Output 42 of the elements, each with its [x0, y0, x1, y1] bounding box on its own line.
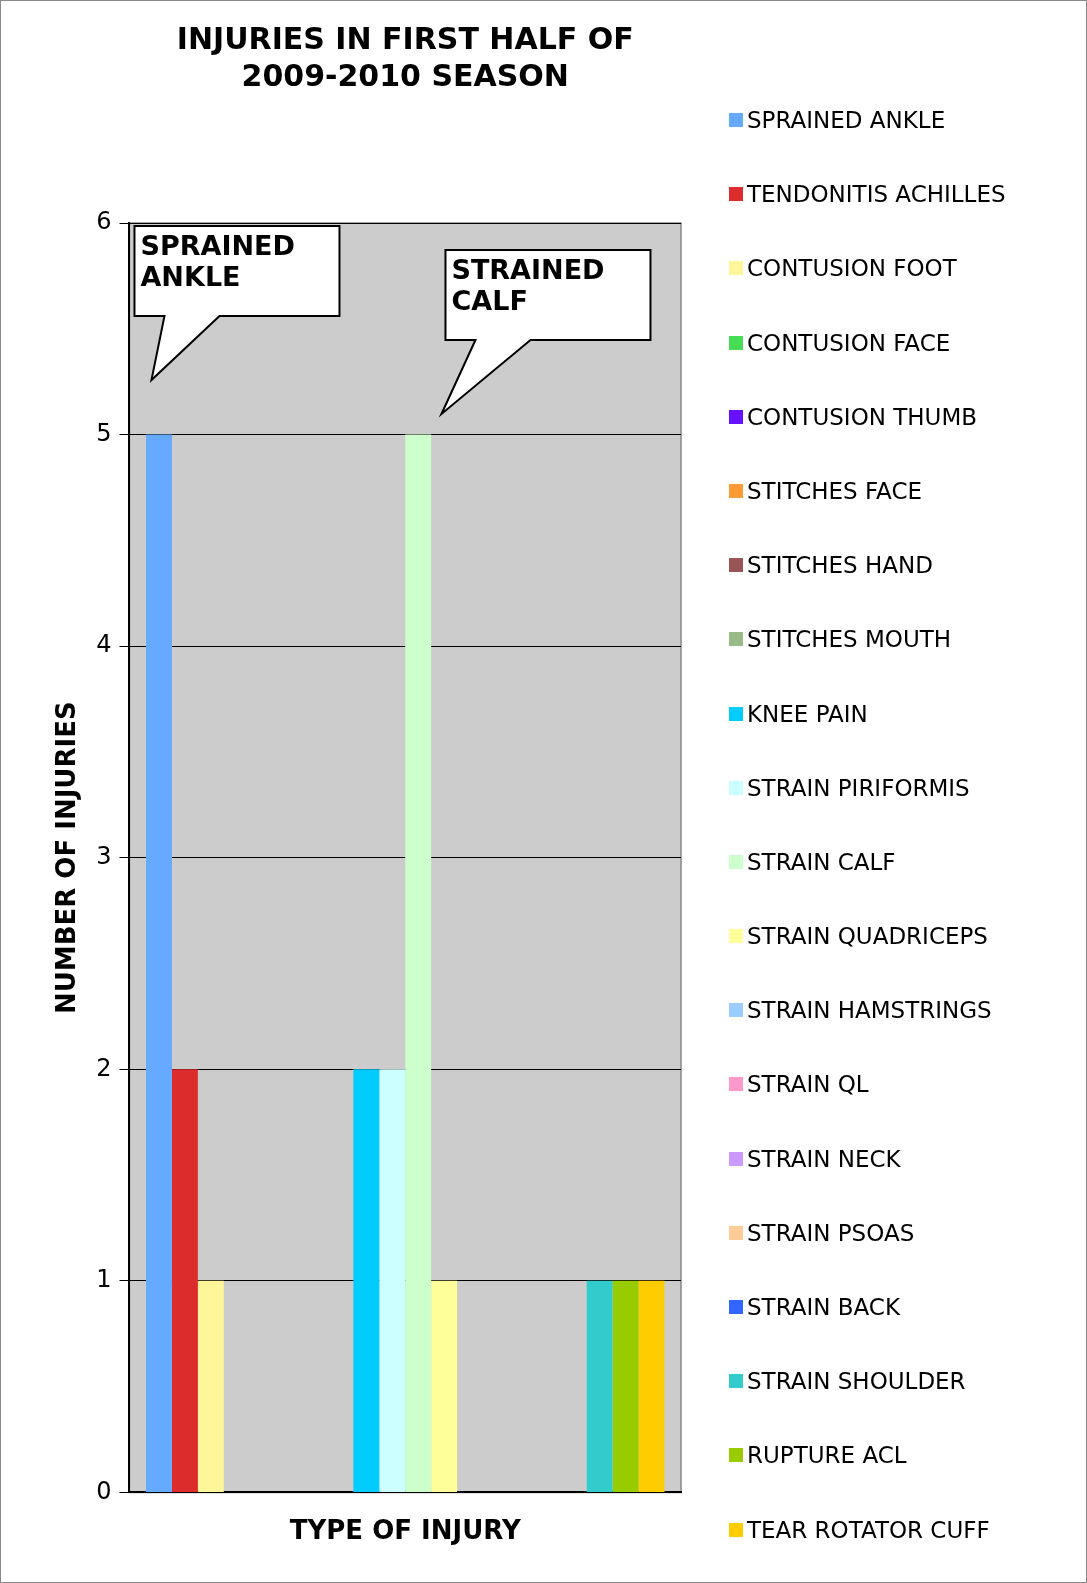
legend-label: STITCHES HAND	[747, 552, 933, 579]
bar	[405, 434, 432, 1492]
legend-label: STRAIN SHOULDER	[747, 1368, 966, 1395]
legend-label: STITCHES FACE	[747, 477, 922, 504]
bar	[586, 1280, 613, 1492]
bar	[379, 1069, 406, 1492]
legend-label: CONTUSION THUMB	[747, 403, 978, 430]
bar	[171, 1069, 198, 1492]
bar	[431, 1280, 458, 1492]
annotation: SPRAINED ANKLE	[140, 229, 295, 292]
legend-label: KNEE PAIN	[747, 700, 868, 727]
y-tick-label: 0	[96, 1476, 112, 1505]
chart-title: INJURIES IN FIRST HALF OF 2009-2010 SEASON	[176, 20, 634, 93]
legend-label: STRAIN NECK	[747, 1145, 901, 1172]
y-axis-title: NUMBER OF INJURIES	[51, 701, 82, 1015]
legend-label: STRAIN PSOAS	[747, 1219, 915, 1246]
y-tick-label: 4	[96, 630, 112, 659]
y-tick-label: 1	[96, 1265, 112, 1294]
y-tick-label: 6	[96, 207, 112, 236]
legend-label: SPRAINED ANKLE	[747, 107, 946, 133]
legend-label: TEAR ROTATOR CUFF	[747, 1516, 990, 1543]
legend-label: CONTUSION FACE	[747, 329, 951, 356]
bar	[612, 1280, 639, 1492]
legend-label: STRAIN CALF	[747, 848, 896, 875]
legend-label: TENDONITIS ACHILLES	[747, 181, 1006, 208]
legend-label: STRAIN QUADRICEPS	[747, 923, 988, 950]
annotation: STRAINED CALF	[451, 253, 605, 316]
legend-label: STRAIN BACK	[747, 1294, 900, 1320]
bar	[353, 1069, 380, 1492]
legend-label: STRAIN HAMSTRINGS	[747, 997, 992, 1024]
legend-label: STRAIN PIRIFORMIS	[747, 774, 970, 801]
bar	[197, 1280, 224, 1492]
legend-label: STITCHES MOUTH	[747, 626, 952, 653]
legend-label: CONTUSION FOOT	[747, 255, 957, 282]
x-axis-title: TYPE OF INJURY	[289, 1515, 522, 1546]
legend-label: RUPTURE ACL	[747, 1442, 907, 1469]
y-tick-label: 2	[96, 1053, 112, 1082]
bar	[638, 1280, 665, 1492]
y-tick-label: 3	[96, 841, 112, 870]
y-tick-label: 5	[96, 418, 112, 447]
bar	[146, 434, 172, 1492]
legend-label: STRAIN QL	[747, 1071, 869, 1098]
